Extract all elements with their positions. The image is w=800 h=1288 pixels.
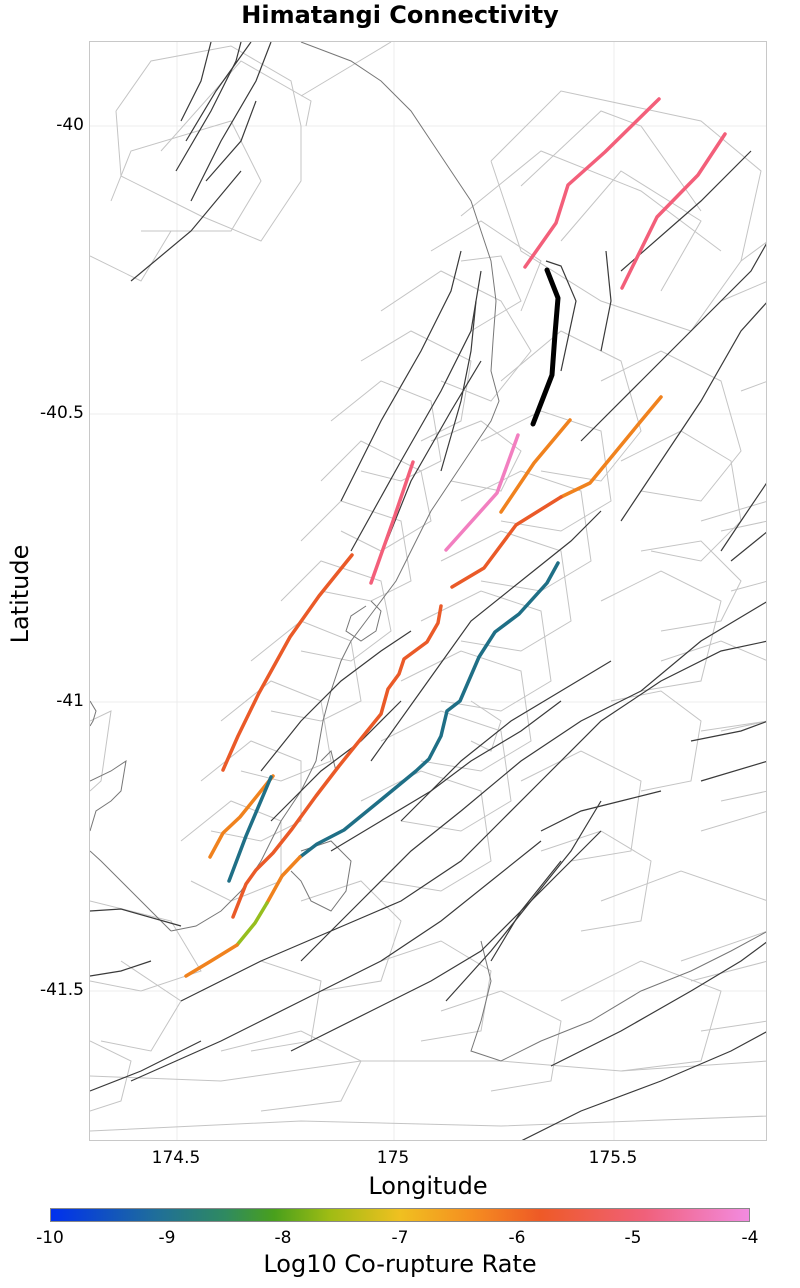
gridlines (90, 42, 766, 1140)
highlighted-faults (184, 97, 727, 978)
coastline (90, 42, 766, 1062)
corupture-fault-red-2 (231, 604, 443, 919)
y-axis-label: Latitude (6, 544, 34, 644)
corupture-fault-pink-2 (620, 132, 727, 290)
y-tick-label: -40.5 (40, 403, 84, 423)
y-tick-label: -40 (56, 115, 84, 135)
colorbar-tick-label: -9 (158, 1228, 176, 1248)
colorbar (50, 1208, 750, 1222)
x-axis-label: Longitude (368, 1172, 488, 1200)
corupture-fault-orange-5 (184, 943, 239, 978)
corupture-fault-orange-3 (208, 774, 275, 859)
fault-map[interactable] (90, 42, 767, 1141)
fault-traces (90, 42, 766, 1140)
colorbar-tick-label: -6 (508, 1228, 526, 1248)
fault-surface-outlines (90, 42, 766, 1132)
corupture-fault-orange-2 (559, 395, 663, 499)
y-tick-label: -41 (56, 691, 84, 711)
corupture-fault-pink-3 (369, 460, 415, 585)
x-tick-label: 174.5 (151, 1148, 201, 1168)
map-plot-area[interactable] (89, 41, 767, 1141)
colorbar-tick-label: -4 (741, 1228, 759, 1248)
map-title: Himatangi Connectivity (241, 1, 559, 29)
colorbar-tick-label: -5 (624, 1228, 642, 1248)
colorbar-tick-label: -8 (274, 1228, 292, 1248)
target-fault-himatangi (530, 267, 561, 427)
corupture-fault-teal-1 (298, 561, 560, 859)
y-tick-label: -41.5 (40, 980, 84, 1000)
corupture-fault-red-3 (221, 553, 354, 772)
corupture-fault-orange-4 (265, 855, 302, 905)
corupture-fault-green (235, 901, 269, 947)
x-tick-label: 175 (376, 1148, 410, 1168)
colorbar-tick-label: -10 (36, 1228, 64, 1248)
colorbar-tick-label: -7 (391, 1228, 409, 1248)
corupture-fault-orange-1 (499, 418, 572, 514)
corupture-fault-pink-1 (523, 97, 661, 269)
colorbar-label: Log10 Co-rupture Rate (263, 1250, 537, 1278)
x-tick-label: 175.5 (588, 1148, 638, 1168)
corupture-fault-magenta (444, 433, 520, 552)
corupture-fault-red-1 (450, 495, 563, 589)
corupture-fault-teal-2 (227, 775, 273, 883)
